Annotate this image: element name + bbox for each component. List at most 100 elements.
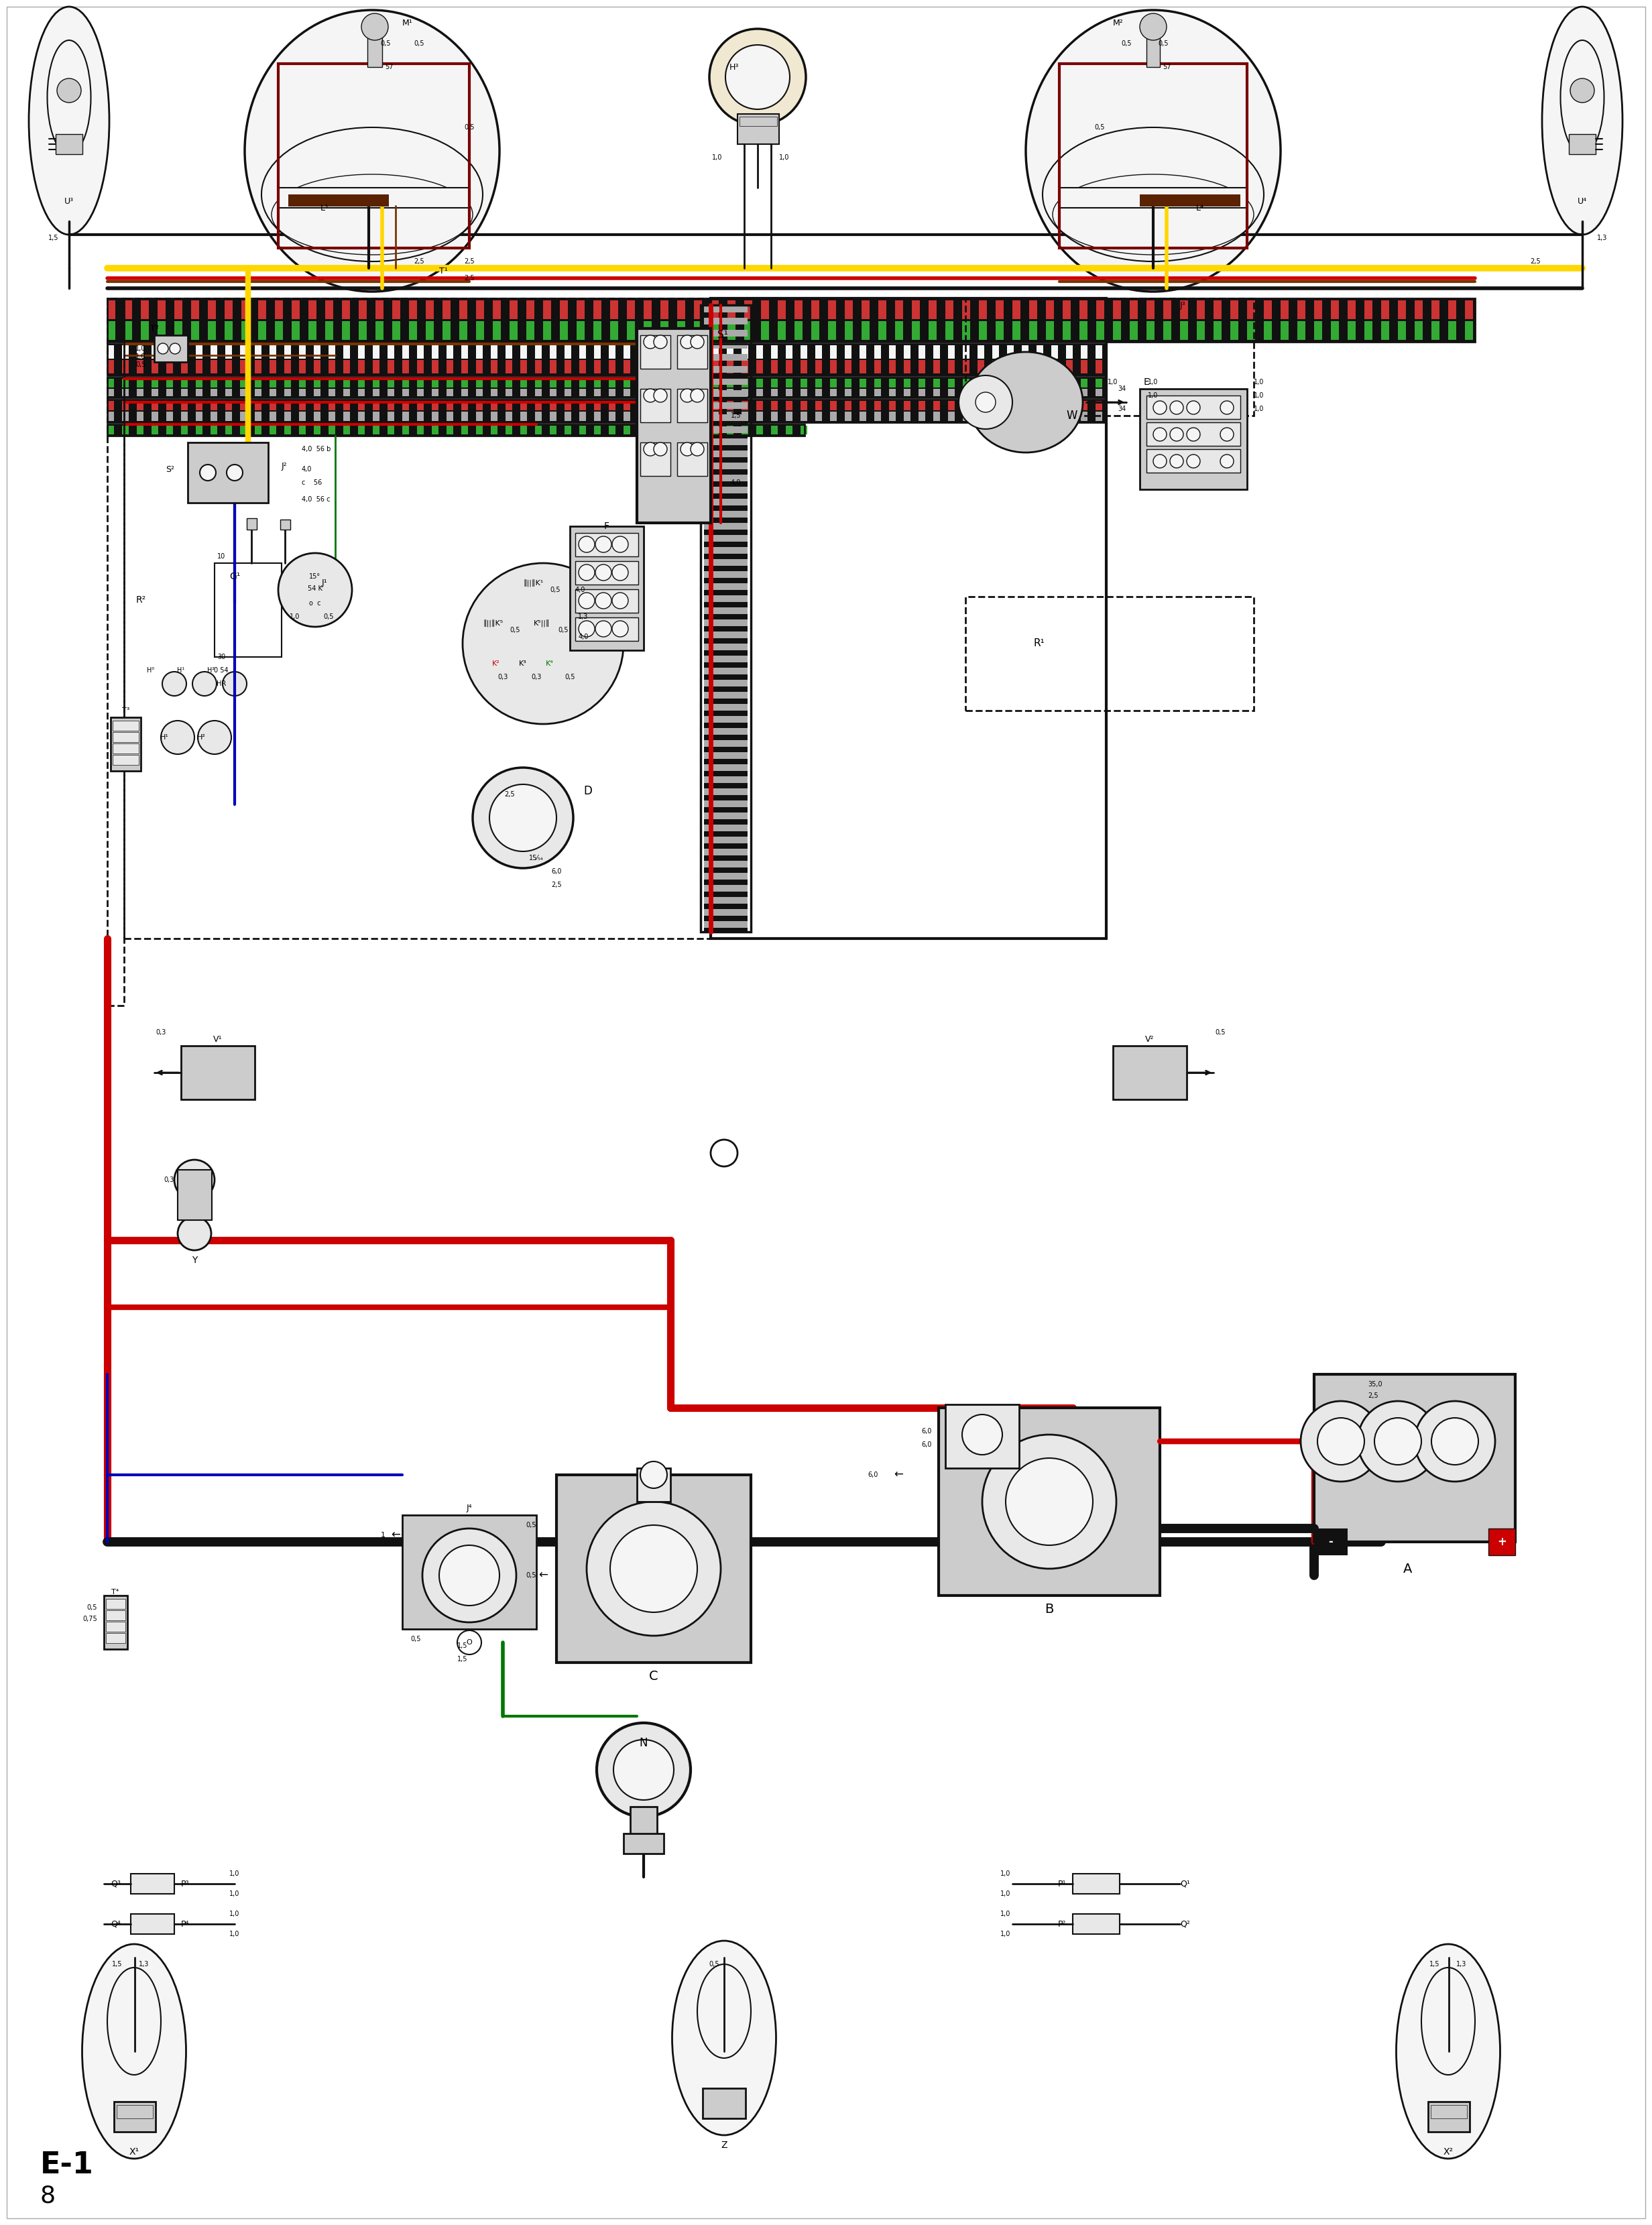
Bar xyxy=(641,443,671,476)
Bar xyxy=(403,378,410,387)
Bar xyxy=(373,400,380,409)
Bar xyxy=(667,425,674,434)
Ellipse shape xyxy=(697,1965,752,2058)
Bar xyxy=(107,378,1107,398)
Bar xyxy=(980,300,986,318)
Bar xyxy=(509,320,517,340)
Bar xyxy=(535,400,542,409)
Bar xyxy=(1062,320,1070,340)
Bar xyxy=(254,360,261,374)
Bar xyxy=(737,113,780,145)
Bar xyxy=(595,360,601,374)
Text: 4,0: 4,0 xyxy=(575,587,585,594)
Bar xyxy=(963,345,970,358)
Bar xyxy=(978,400,985,409)
Bar xyxy=(137,360,144,374)
Bar xyxy=(140,300,149,318)
Bar xyxy=(704,837,748,843)
Bar xyxy=(801,389,808,396)
Bar xyxy=(595,345,601,358)
Circle shape xyxy=(1153,454,1166,467)
Circle shape xyxy=(223,672,246,696)
Bar xyxy=(963,412,970,421)
Bar xyxy=(491,389,497,396)
Bar xyxy=(742,389,748,396)
Text: 1,0: 1,0 xyxy=(1254,405,1264,412)
Bar xyxy=(476,425,482,434)
Bar xyxy=(550,389,557,396)
Bar xyxy=(653,389,659,396)
Bar xyxy=(254,425,261,434)
Text: 2,5: 2,5 xyxy=(1530,258,1541,265)
Bar xyxy=(416,360,423,374)
Text: 57: 57 xyxy=(385,65,393,71)
Text: 1,0: 1,0 xyxy=(1001,1931,1011,1938)
Text: 0,5: 0,5 xyxy=(525,1573,537,1580)
Bar xyxy=(963,360,970,374)
Bar xyxy=(1036,378,1042,387)
Bar xyxy=(1196,320,1204,340)
Bar xyxy=(712,389,719,396)
Circle shape xyxy=(644,443,657,456)
Bar xyxy=(240,389,246,396)
Bar xyxy=(241,320,249,340)
Ellipse shape xyxy=(1561,40,1604,154)
Bar xyxy=(704,667,748,674)
Bar xyxy=(844,300,852,318)
Bar xyxy=(491,378,497,387)
Bar xyxy=(1180,300,1188,318)
Bar xyxy=(506,412,512,421)
Bar xyxy=(945,1404,1019,1469)
Circle shape xyxy=(586,1502,720,1635)
Text: 4,0: 4,0 xyxy=(730,478,742,485)
Text: 1,0: 1,0 xyxy=(135,354,145,360)
Bar xyxy=(580,389,586,396)
Bar xyxy=(284,400,291,409)
Bar xyxy=(694,300,702,318)
Text: 8: 8 xyxy=(40,2185,56,2207)
Bar xyxy=(771,360,778,374)
Bar xyxy=(704,354,748,360)
Bar xyxy=(829,345,836,358)
Bar xyxy=(1130,300,1138,318)
Bar xyxy=(771,378,778,387)
Bar xyxy=(1431,300,1439,318)
Bar xyxy=(182,345,188,358)
Bar xyxy=(710,300,719,318)
Circle shape xyxy=(1170,427,1183,441)
Bar xyxy=(476,389,482,396)
Bar xyxy=(829,389,836,396)
Bar xyxy=(580,378,586,387)
Bar xyxy=(610,320,618,340)
Bar xyxy=(550,412,557,421)
Bar xyxy=(491,400,497,409)
Bar xyxy=(704,861,748,868)
Text: 1,0: 1,0 xyxy=(712,154,722,160)
Text: 4,0  56 c: 4,0 56 c xyxy=(302,496,330,503)
Bar xyxy=(373,425,380,434)
Text: 15°: 15° xyxy=(309,574,320,581)
Bar xyxy=(446,389,453,396)
Bar xyxy=(122,412,129,421)
Bar xyxy=(704,414,748,421)
Text: ←: ← xyxy=(894,1468,904,1482)
Bar xyxy=(188,443,268,503)
Bar xyxy=(299,425,306,434)
Bar xyxy=(461,360,468,374)
Bar xyxy=(1097,300,1104,318)
Bar xyxy=(520,360,527,374)
Bar xyxy=(535,412,542,421)
Text: 1,0: 1,0 xyxy=(230,1891,240,1898)
Bar xyxy=(284,378,291,387)
Bar xyxy=(388,360,395,374)
Bar xyxy=(1214,320,1221,340)
Bar xyxy=(757,378,763,387)
Ellipse shape xyxy=(1026,11,1280,291)
Bar xyxy=(388,400,395,409)
Circle shape xyxy=(162,672,187,696)
Bar xyxy=(506,345,512,358)
Bar xyxy=(506,425,512,434)
Bar xyxy=(610,389,616,396)
Bar xyxy=(550,360,557,374)
Bar xyxy=(1146,300,1155,318)
